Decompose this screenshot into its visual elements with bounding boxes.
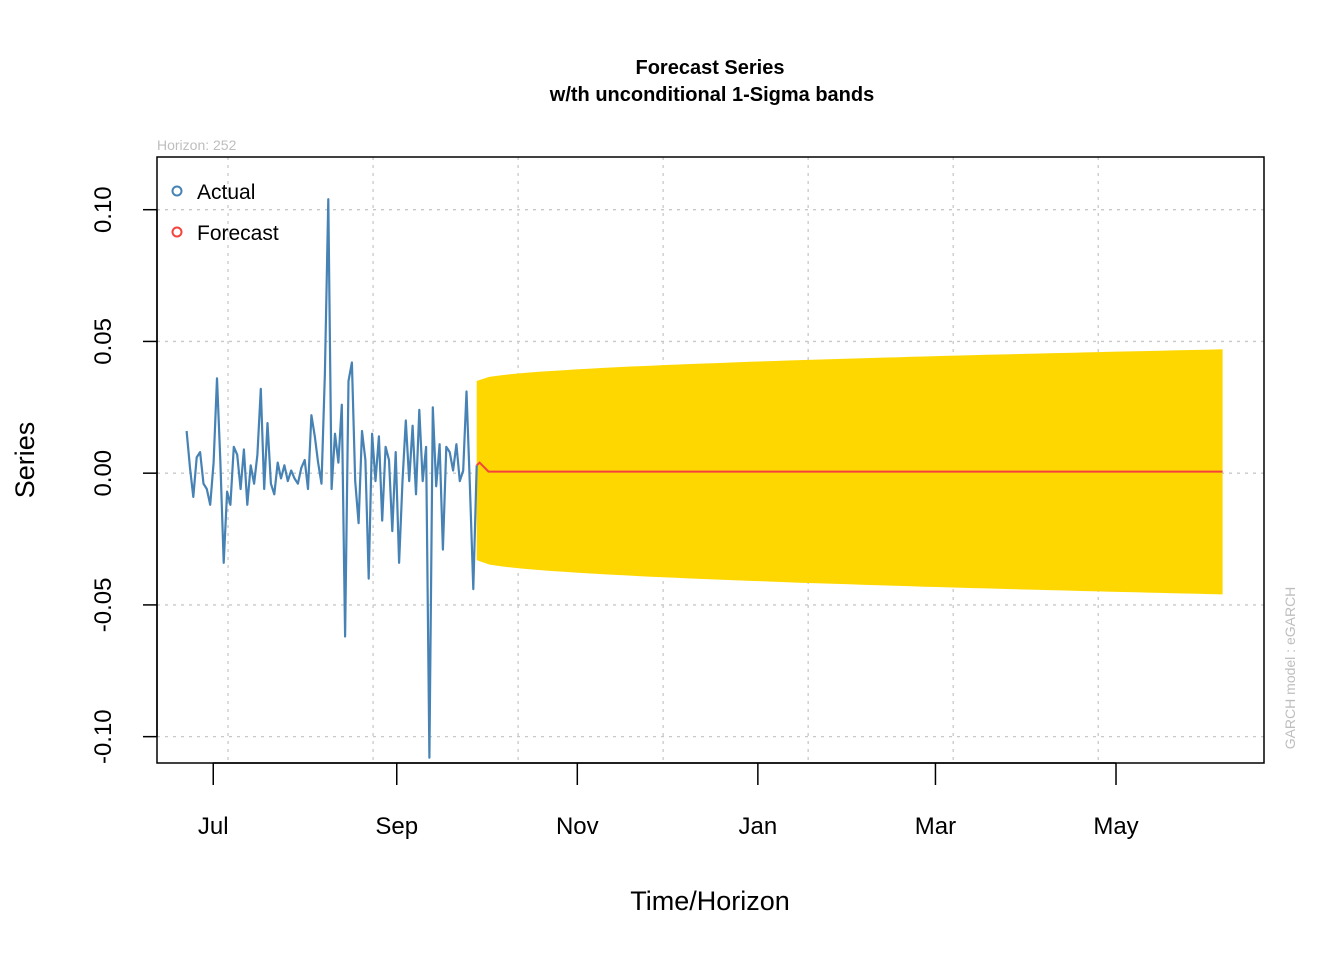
x-axis-label: Time/Horizon [630,886,790,916]
chart-title: Forecast Series [636,57,785,79]
model-note: GARCH model : eGARCH [1282,587,1298,750]
series-forecast-line [476,461,1223,473]
x-tick-label-1: Sep [375,813,418,840]
legend-label-actual: Actual [197,181,255,204]
x-tick-label-4: Mar [915,813,956,840]
chart-subtitle: w/th unconditional 1-Sigma bands [549,84,874,106]
y-tick-label-4: -0.10 [90,709,117,764]
grid-layer [157,157,1264,763]
y-axis: 0.10 0.05 0.00 -0.05 -0.10 [90,186,158,764]
y-tick-label-3: -0.05 [90,578,117,633]
legend-label-forecast: Forecast [197,222,279,245]
horizon-note: Horizon: 252 [157,137,237,153]
x-tick-label-5: May [1093,813,1138,840]
legend: Actual Forecast [171,181,279,245]
y-tick-label-2: 0.00 [90,450,117,497]
x-tick-label-0: Jul [198,813,229,840]
series-actual-line [185,198,478,759]
legend-marker-forecast [171,226,183,238]
y-tick-label-0: 0.10 [90,186,117,233]
legend-marker-actual [171,185,183,197]
y-tick-label-1: 0.05 [90,318,117,365]
x-axis: Jul Sep Nov Jan Mar May [198,762,1139,840]
x-tick-label-2: Nov [556,813,599,840]
x-tick-label-3: Jan [739,813,778,840]
y-axis-label: Series [10,422,40,499]
series-layer [185,198,1223,759]
